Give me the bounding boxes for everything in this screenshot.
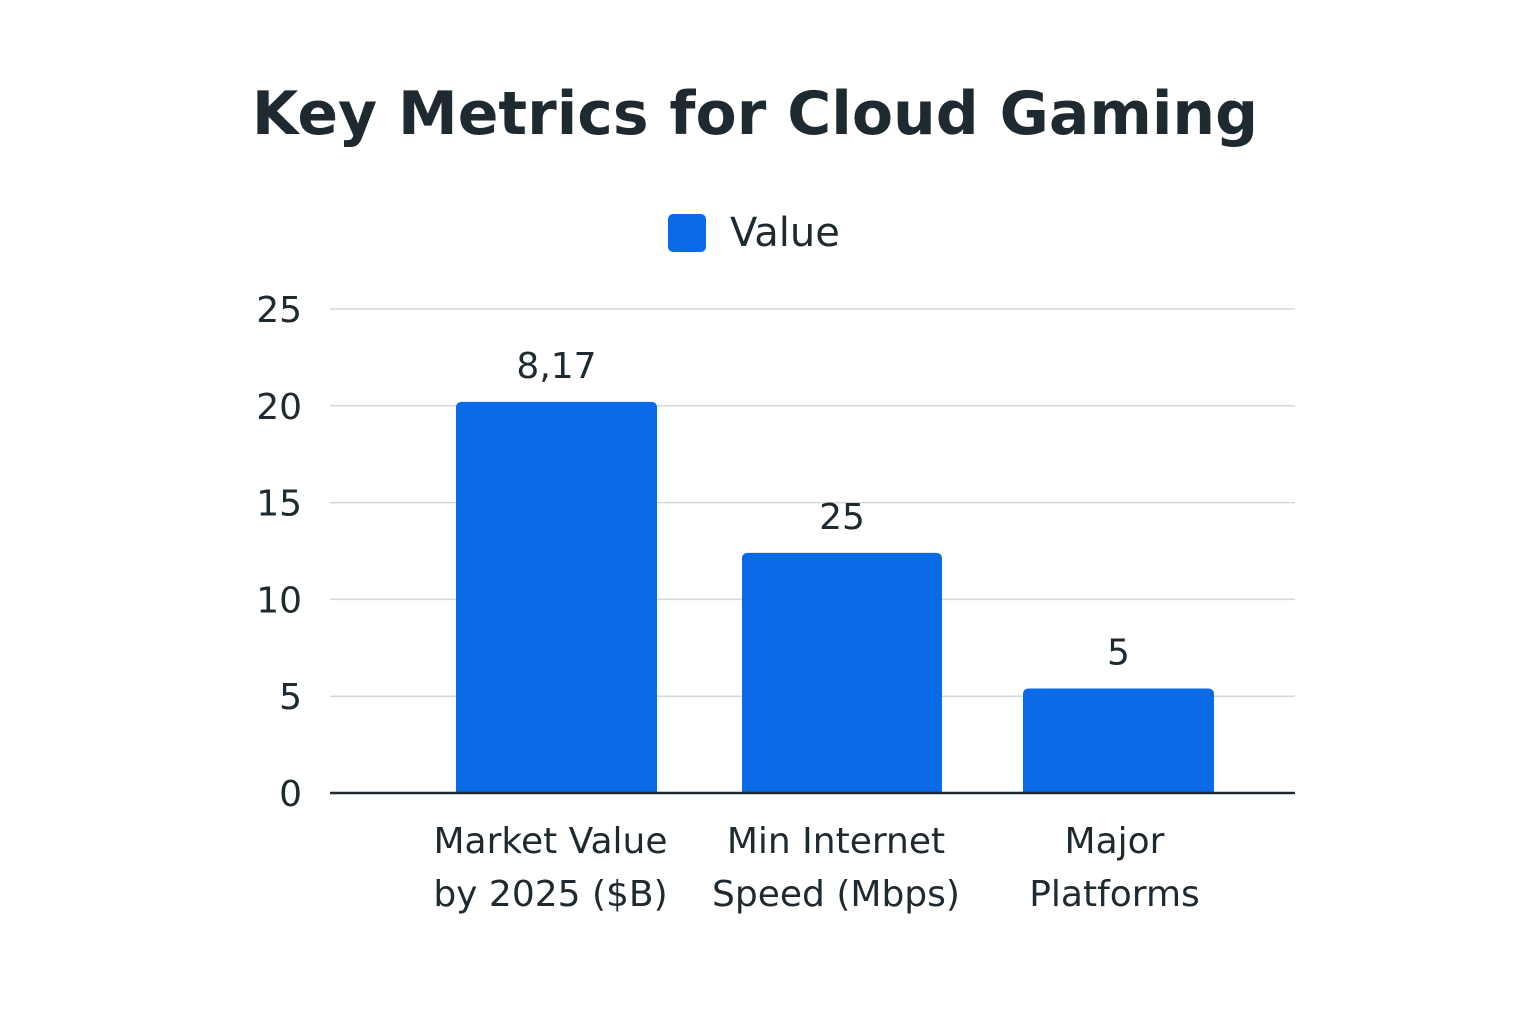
- category-label: Speed (Mbps): [712, 874, 960, 915]
- legend-swatch: [668, 214, 706, 252]
- category-label: Market Value: [433, 821, 667, 862]
- y-tick-label: 20: [256, 387, 302, 428]
- data-labels: 8,17 25 5: [516, 346, 1130, 674]
- y-tick-label: 0: [279, 774, 302, 815]
- chart-title: Key Metrics for Cloud Gaming: [252, 79, 1258, 149]
- data-label: 5: [1107, 632, 1130, 673]
- y-tick-label: 10: [256, 580, 302, 621]
- bars: [456, 401, 1214, 793]
- legend: Value: [668, 210, 840, 256]
- data-label: 25: [819, 497, 865, 538]
- category-label: Platforms: [1029, 874, 1200, 915]
- category-label: Min Internet: [727, 821, 945, 862]
- bar: [1023, 688, 1214, 793]
- bar: [456, 401, 657, 793]
- category-label: by 2025 ($B): [433, 874, 667, 915]
- bar: [742, 552, 942, 793]
- y-axis-ticks: 0 5 10 15 20 25: [256, 290, 302, 815]
- data-label: 8,17: [516, 346, 596, 387]
- category-labels: Market Value by 2025 ($B) Min Internet Spee…: [433, 821, 1199, 915]
- category-label: Major: [1065, 821, 1165, 862]
- legend-label: Value: [730, 210, 840, 256]
- y-tick-label: 5: [279, 677, 302, 718]
- y-tick-label: 25: [256, 290, 302, 331]
- y-tick-label: 15: [256, 484, 302, 525]
